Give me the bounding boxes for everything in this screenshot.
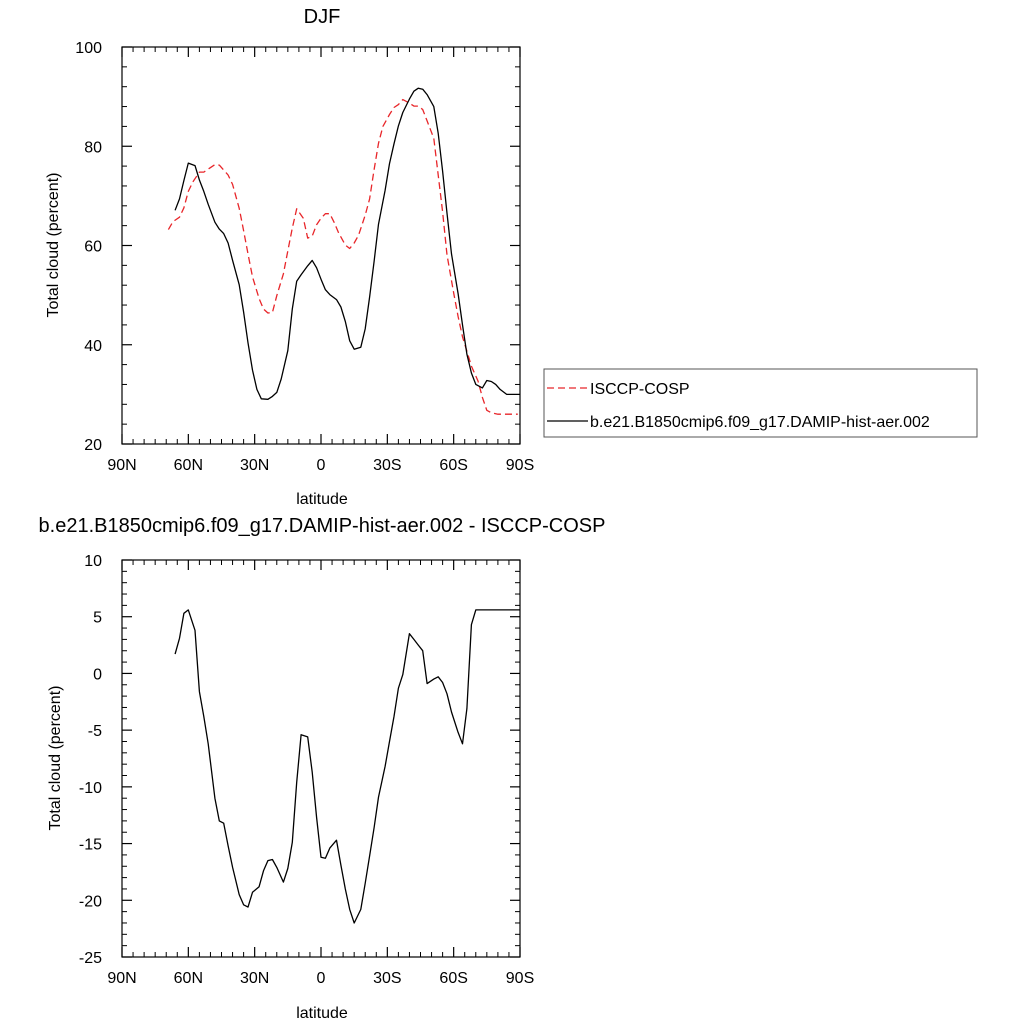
bottom-y-tick-label: -20 xyxy=(79,893,102,910)
top-y-axis-label: Total cloud (percent) xyxy=(45,173,62,318)
top-y-tick-label: 100 xyxy=(75,40,102,57)
bottom-y-tick-label: -10 xyxy=(79,780,102,797)
legend: ISCCP-COSP b.e21.B1850cmip6.f09_g17.DAMI… xyxy=(543,368,978,438)
bottom-axes: 90N 60N 30N 0 30S 60S 90S -25 -20 -15 -10 -5 0 5 10 xyxy=(79,553,534,987)
bottom-y-axis-label: Total cloud (percent) xyxy=(47,686,64,831)
bottom-x-tick-label: 90N xyxy=(107,970,136,987)
top-y-tick-label: 40 xyxy=(84,338,102,355)
legend-label-isccp: ISCCP-COSP xyxy=(590,381,690,398)
bottom-x-axis-label: latitude xyxy=(296,1005,348,1022)
top-series-group xyxy=(167,87,520,415)
bottom-y-tick-label: 10 xyxy=(84,553,102,570)
bottom-series-group xyxy=(174,609,520,924)
top-x-tick-label: 90S xyxy=(506,457,534,474)
bottom-chart-title: b.e21.B1850cmip6.f09_g17.DAMIP-hist-aer.… xyxy=(39,515,606,537)
top-axes: 90N 60N 30N 0 30S 60S 90S 20 40 60 80 100 xyxy=(75,40,534,474)
top-y-tick-label: 60 xyxy=(84,239,102,256)
legend-box xyxy=(543,368,978,438)
top-y-tick-label: 20 xyxy=(84,437,102,454)
bottom-series-line-0 xyxy=(174,609,520,924)
bottom-y-tick-label: -15 xyxy=(79,837,102,854)
top-panel: DJF 90N 60N 30N 0 30S 60S 90S 20 40 60 80 100 latit… xyxy=(45,6,978,508)
bottom-panel: b.e21.B1850cmip6.f09_g17.DAMIP-hist-aer.… xyxy=(39,515,606,1022)
top-x-tick-label: 30S xyxy=(373,457,401,474)
bottom-y-tick-label: 5 xyxy=(93,610,102,627)
bottom-y-tick-label: -25 xyxy=(79,950,102,967)
bottom-plot-frame xyxy=(121,559,521,958)
bottom-x-tick-label: 30N xyxy=(240,970,269,987)
bottom-x-tick-label: 60S xyxy=(439,970,467,987)
top-x-tick-label: 60S xyxy=(439,457,467,474)
top-series-line-0 xyxy=(167,98,518,415)
top-plot-area: 90N 60N 30N 0 30S 60S 90S 20 40 60 80 100 xyxy=(75,40,534,474)
bottom-x-tick-label: 30S xyxy=(373,970,401,987)
bottom-x-tick-label: 0 xyxy=(317,970,326,987)
bottom-x-tick-label: 60N xyxy=(174,970,203,987)
top-chart-title: DJF xyxy=(304,6,341,28)
top-x-tick-label: 90N xyxy=(107,457,136,474)
top-y-tick-label: 80 xyxy=(84,139,102,156)
bottom-x-tick-label: 90S xyxy=(506,970,534,987)
bottom-plot-area: 90N 60N 30N 0 30S 60S 90S -25 -20 -15 -10 -5 0 5 10 xyxy=(79,553,534,987)
top-x-tick-label: 0 xyxy=(317,457,326,474)
top-x-axis-label: latitude xyxy=(296,491,348,508)
bottom-y-tick-label: -5 xyxy=(88,723,102,740)
bottom-y-tick-label: 0 xyxy=(93,666,102,683)
top-x-tick-label: 30N xyxy=(240,457,269,474)
legend-label-model: b.e21.B1850cmip6.f09_g17.DAMIP-hist-aer.… xyxy=(590,414,930,431)
top-x-tick-label: 60N xyxy=(174,457,203,474)
top-plot-frame xyxy=(121,46,521,445)
top-series-line-1 xyxy=(174,87,520,400)
